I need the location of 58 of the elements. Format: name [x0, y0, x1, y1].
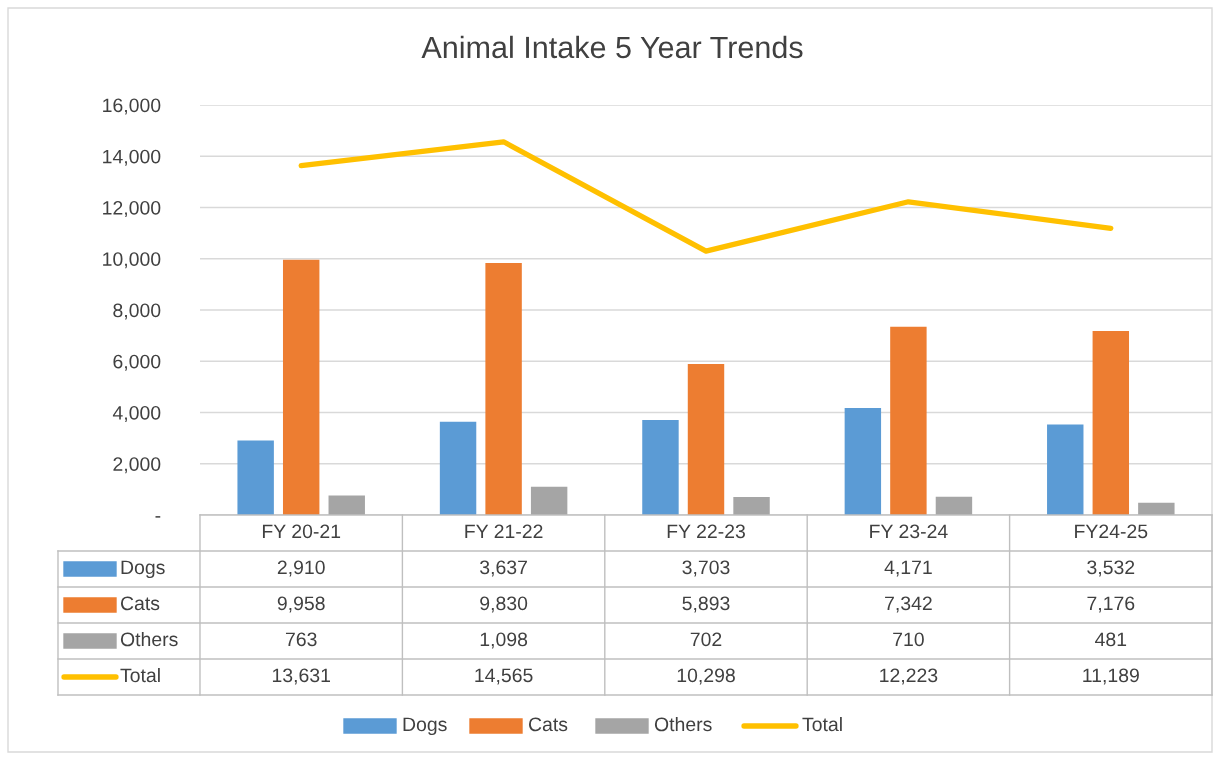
legend-label: Total	[120, 667, 160, 683]
bar	[237, 440, 274, 515]
y-tick-label: 2,000	[113, 457, 161, 474]
data-label: 11,189	[1083, 668, 1139, 685]
data-label: 14,565	[475, 668, 533, 685]
bar	[282, 259, 320, 515]
y-tick-label: 12,000	[103, 200, 161, 218]
data-label: 7,176	[1087, 596, 1135, 613]
data-label: 13,631	[272, 668, 330, 685]
data-label: 763	[285, 632, 317, 647]
chart-title: Animal Intake 5 Year Trends	[421, 35, 803, 59]
x-tick-label: FY24-25	[1075, 524, 1148, 539]
data-label: 2,910	[277, 560, 325, 577]
data-label: 3,703	[682, 560, 730, 577]
y-tick-label: -	[155, 516, 161, 518]
legend-label: Dogs	[121, 560, 165, 579]
bar	[687, 363, 725, 515]
bar	[530, 486, 568, 515]
y-tick-label: 10,000	[103, 252, 161, 269]
text: Total	[802, 716, 842, 732]
bar	[844, 408, 882, 515]
data-label: 481	[1095, 632, 1127, 647]
data-label: 9,830	[480, 596, 528, 613]
bar	[439, 421, 477, 515]
y-tick-label: 6,000	[113, 354, 161, 371]
data-label: 702	[690, 632, 722, 647]
bar	[935, 496, 973, 515]
y-tick-label: 14,000	[103, 149, 161, 166]
bar	[890, 326, 927, 515]
legend-label: Cats	[120, 596, 160, 611]
data-label: 1,098	[480, 632, 528, 649]
x-tick-label: FY 22-23	[667, 524, 745, 539]
y-tick-label: 8,000	[113, 303, 161, 320]
text: Cats	[528, 717, 568, 732]
bar	[328, 495, 365, 515]
x-tick-label: FY 21-22	[465, 524, 543, 539]
data-label: 710	[893, 632, 924, 647]
data-label: 3,637	[480, 560, 527, 577]
text: Others	[654, 716, 712, 732]
bar	[1047, 424, 1084, 515]
bar	[1138, 502, 1175, 515]
y-tick-label: 16,000	[103, 98, 161, 115]
text: Dogs	[403, 717, 447, 736]
legend-label: Others	[120, 631, 178, 647]
data-label: 7,342	[885, 596, 932, 613]
bar	[1092, 331, 1130, 515]
data-label: 5,893	[682, 596, 730, 613]
data-label: 4,171	[884, 560, 932, 577]
x-tick-label: FY 20-21	[262, 524, 341, 539]
y-tick-label: 4,000	[112, 405, 161, 423]
x-tick-label: FY 23-24	[870, 524, 948, 539]
bar	[733, 497, 770, 515]
data-label: 3,532	[1087, 560, 1135, 577]
data-label: 12,223	[880, 668, 938, 685]
data-label: 9,958	[277, 596, 325, 613]
bar	[642, 420, 679, 515]
data-label: 10,298	[677, 668, 735, 685]
bar	[485, 263, 522, 515]
